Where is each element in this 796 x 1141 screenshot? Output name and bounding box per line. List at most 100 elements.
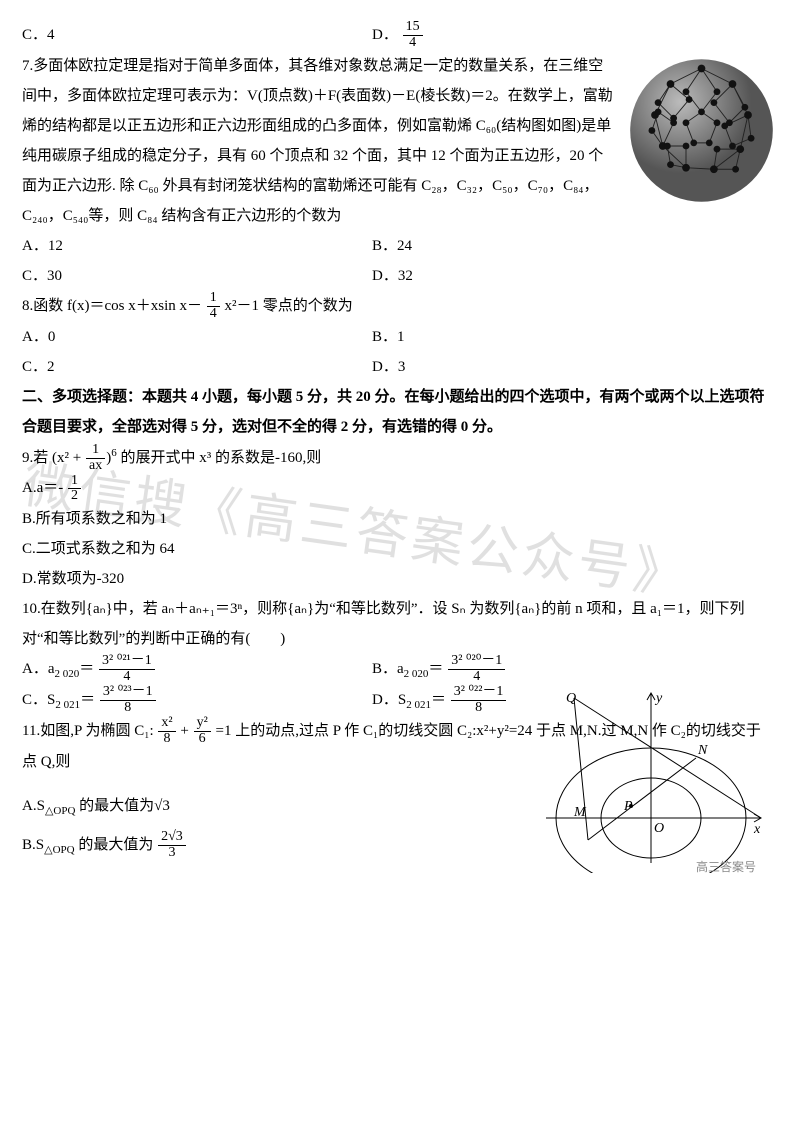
q8-opt-c: C．2 xyxy=(22,352,372,382)
q8-opt-d: D．3 xyxy=(372,352,774,382)
q11-b-num: 2√3 xyxy=(158,830,186,846)
q10-stem: 10.在数列{aₙ}中，若 aₙ＋aₙ₊₁＝3ⁿ，则称{aₙ}为“和等比数列”．… xyxy=(22,594,774,654)
q11-f1-den: 8 xyxy=(158,732,175,747)
q11-a-val: √3 xyxy=(154,798,170,814)
q9-exp: 6 xyxy=(111,447,117,459)
q8-lead-a: 8.函数 f(x)＝cos x＋xsin x－ xyxy=(22,298,202,314)
q8-opt-b: B．1 xyxy=(372,322,774,352)
footer-mark: 高三答案号 xyxy=(696,855,756,879)
q11-f1: x²8 xyxy=(158,716,175,746)
q10-opt-a: A．a2 020＝ 3² ⁰²¹－14 xyxy=(22,654,372,685)
q9-paren: (x² + 1ax)6 xyxy=(52,450,120,466)
q11-f1-num: x² xyxy=(158,716,175,732)
q8-row-ab: A．0 B．1 xyxy=(22,322,774,352)
q10-a-den: 4 xyxy=(99,670,155,685)
q9-stem: 9.若 (x² + 1ax)6 的展开式中 x³ 的系数是-160,则 xyxy=(22,442,774,474)
q10-b-frac: 3² ⁰²⁰－14 xyxy=(448,654,505,684)
q10-a-pre: A．a xyxy=(22,661,55,677)
q11-b-den: 3 xyxy=(158,846,186,861)
q8-stem: 8.函数 f(x)＝cos x＋xsin x－ 1 4 x²－1 零点的个数为 xyxy=(22,291,774,322)
q7-row-ab: A．12 B．24 xyxy=(22,231,774,261)
q10-a-frac: 3² ⁰²¹－14 xyxy=(99,654,155,684)
q9-inner-den: ax xyxy=(86,459,105,474)
q6-d-den: 4 xyxy=(403,36,423,51)
q9-base-a: x² + xyxy=(57,450,85,466)
q9-lead-a: 9.若 xyxy=(22,450,48,466)
q9-a-num: 1 xyxy=(68,474,81,490)
q11-f2-num: y² xyxy=(194,716,211,732)
q11-a-sub: △OPQ xyxy=(45,805,75,817)
q9-lead-b: 的展开式中 x³ 的系数是-160,则 xyxy=(120,450,321,466)
label-y: y xyxy=(654,691,663,706)
q8-row-cd: C．2 D．3 xyxy=(22,352,774,382)
ellipse-diagram-icon: Q y N M P O x xyxy=(536,688,766,873)
q11-b-pre: B.S xyxy=(22,837,44,853)
q11-a-mid: 的最大值为 xyxy=(75,798,154,814)
q11-b-frac: 2√33 xyxy=(158,830,186,860)
q8-frac-den: 4 xyxy=(207,307,220,322)
q9-a-frac: 1 2 xyxy=(68,474,81,504)
q9-inner-num: 1 xyxy=(86,443,105,459)
label-x: x xyxy=(753,822,761,837)
q10-d-sub: 2 021 xyxy=(406,699,431,711)
q7-opt-c: C．30 xyxy=(22,261,372,291)
q9-opt-c: C.二项式系数之和为 64 xyxy=(22,534,774,564)
q10-c-sub: 2 021 xyxy=(55,699,80,711)
q10-a-eq: ＝ xyxy=(79,661,94,677)
q8-frac: 1 4 xyxy=(207,291,220,321)
q8-lead-b: x²－1 零点的个数为 xyxy=(225,298,353,314)
section2-header: 二、多项选择题：本题共 4 小题，每小题 5 分，共 20 分。在每小题给出的四… xyxy=(22,382,774,442)
q10-b-num: 3² ⁰²⁰－1 xyxy=(448,654,505,670)
q9-opt-b: B.所有项系数之和为 1 xyxy=(22,504,774,534)
label-N: N xyxy=(697,743,708,758)
q9-opt-a: A.a＝- 1 2 xyxy=(22,473,774,504)
q10-row-ab: A．a2 020＝ 3² ⁰²¹－14 B．a2 020＝ 3² ⁰²⁰－14 xyxy=(22,654,774,685)
q9-a-pre: A.a＝- xyxy=(22,480,63,496)
q10-d-eq: ＝ xyxy=(431,692,446,708)
label-O: O xyxy=(654,821,664,836)
q11-b-mid: 的最大值为 xyxy=(75,837,154,853)
q10-a-sub: 2 020 xyxy=(55,668,80,680)
q10-d-pre: D．S xyxy=(372,692,406,708)
q6-d-frac: 15 4 xyxy=(403,20,423,50)
q10-b-sub: 2 020 xyxy=(404,668,429,680)
q11-plus: + xyxy=(180,723,192,739)
q10-a-num: 3² ⁰²¹－1 xyxy=(99,654,155,670)
q10-c-eq: ＝ xyxy=(80,692,95,708)
q7-row-cd: C．30 D．32 xyxy=(22,261,774,291)
q10-opt-c: C．S2 021＝ 3² ⁰²³－18 xyxy=(22,685,372,716)
q10-c-frac: 3² ⁰²³－18 xyxy=(100,685,156,715)
q10-b-eq: ＝ xyxy=(428,661,443,677)
q10-d-frac: 3² ⁰²²－18 xyxy=(451,685,507,715)
q6-opt-c: C．4 xyxy=(22,20,372,51)
q10-c-pre: C．S xyxy=(22,692,55,708)
q8-frac-num: 1 xyxy=(207,291,220,307)
q6-opt-d: D． 15 4 xyxy=(372,20,774,51)
q9-opt-d: D.常数项为-320 xyxy=(22,564,774,594)
q9-a-den: 2 xyxy=(68,489,81,504)
label-M: M xyxy=(573,805,587,820)
q11-f2-den: 6 xyxy=(194,732,211,747)
q10-b-den: 4 xyxy=(448,670,505,685)
label-Q: Q xyxy=(566,691,576,706)
q6-d-prefix: D． xyxy=(372,27,398,43)
q7-opt-b: B．24 xyxy=(372,231,774,261)
q10-b-pre: B．a xyxy=(372,661,404,677)
q10-c-num: 3² ⁰²³－1 xyxy=(100,685,156,701)
q7-block: 7.多面体欧拉定理是指对于简单多面体，其各维对象数总满足一定的数量关系，在三维空… xyxy=(22,51,774,231)
q7-opt-d: D．32 xyxy=(372,261,774,291)
q9-inner-frac: 1ax xyxy=(86,443,105,473)
q10-d-den: 8 xyxy=(451,701,507,716)
q6-options: C．4 D． 15 4 xyxy=(22,20,774,51)
q11-a-pre: A.S xyxy=(22,798,45,814)
q11-lead-a: 11.如图,P 为椭圆 C₁: xyxy=(22,723,154,739)
q6-d-num: 15 xyxy=(403,20,423,36)
q7-opt-a: A．12 xyxy=(22,231,372,261)
q7-text: 7.多面体欧拉定理是指对于简单多面体，其各维对象数总满足一定的数量关系，在三维空… xyxy=(22,51,617,231)
q8-opt-a: A．0 xyxy=(22,322,372,352)
q10-c-den: 8 xyxy=(100,701,156,716)
fullerene-icon xyxy=(624,53,779,208)
q10-opt-b: B．a2 020＝ 3² ⁰²⁰－14 xyxy=(372,654,774,685)
q11-f2: y²6 xyxy=(194,716,211,746)
q11-b-sub: △OPQ xyxy=(44,844,74,856)
